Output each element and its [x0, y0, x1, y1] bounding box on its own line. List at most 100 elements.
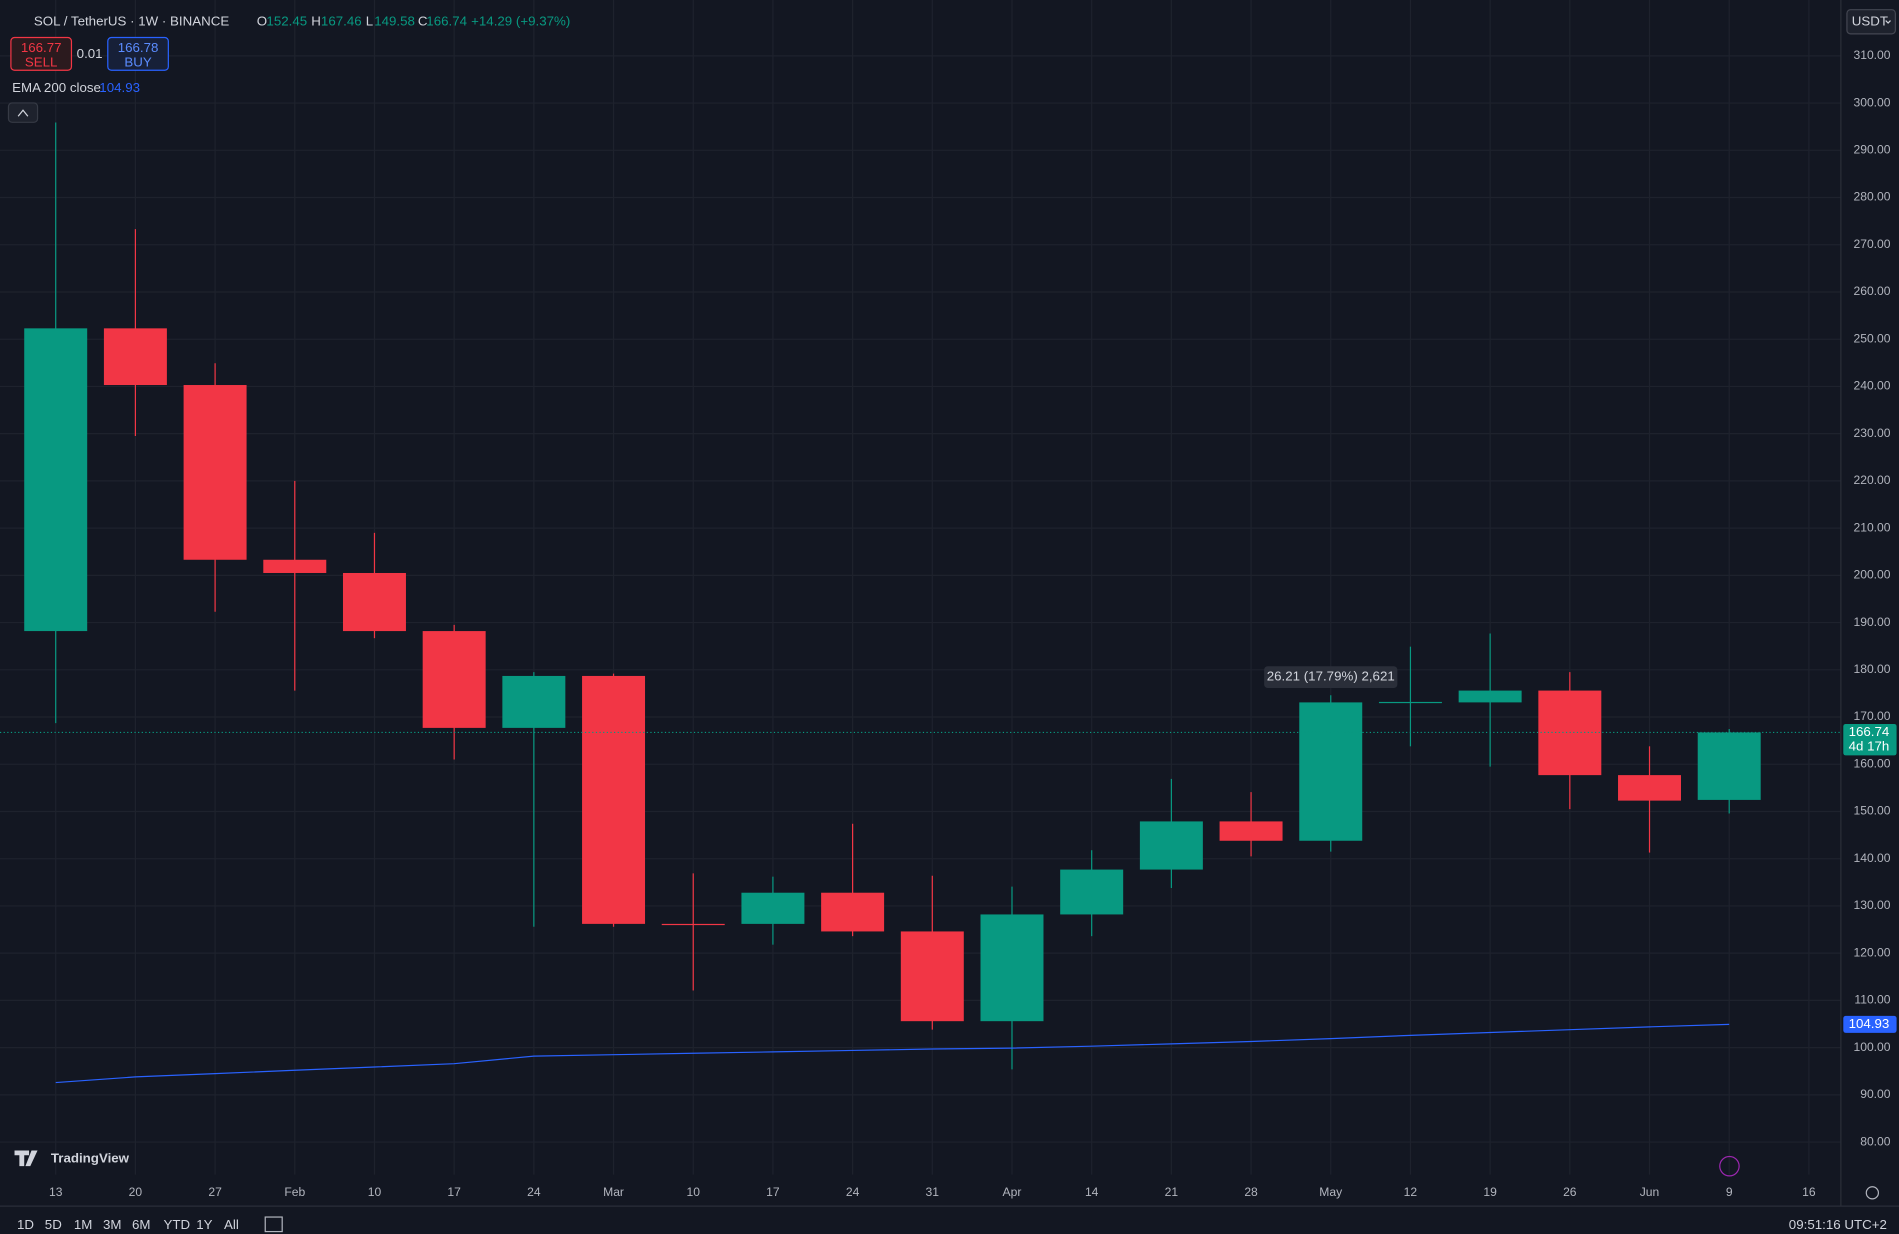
y-tick-label: 130.00 [1853, 898, 1890, 912]
range-button[interactable]: 5D [45, 1217, 62, 1232]
x-tick-label: 10 [686, 1185, 700, 1199]
currency-button[interactable] [1846, 9, 1896, 35]
candle-body [502, 675, 566, 728]
candle-body [1697, 732, 1761, 800]
range-button[interactable]: All [224, 1217, 239, 1232]
range-button[interactable]: 3M [103, 1217, 122, 1232]
range-button[interactable]: 6M [132, 1217, 151, 1232]
y-tick-label: 160.00 [1853, 756, 1890, 770]
x-tick-label: 19 [1483, 1185, 1497, 1199]
ema-line [55, 1023, 1730, 1084]
buy-price: 166.78 [118, 40, 159, 55]
y-tick-label: 140.00 [1853, 851, 1890, 865]
x-tick-label: May [1319, 1185, 1343, 1199]
candle-body [1618, 775, 1682, 801]
x-tick-label: Feb [284, 1185, 305, 1199]
y-tick-label: 220.00 [1853, 473, 1890, 487]
y-tick-label: 260.00 [1853, 284, 1890, 298]
open-value: 152.45 [266, 13, 307, 28]
toolbar: 1D 5D 1M 3M 6M YTD 1Y All [17, 1217, 239, 1232]
buy-button[interactable] [107, 36, 169, 71]
indicator-value: 104.93 [99, 80, 140, 95]
indicator-name: EMA 200 close [12, 80, 101, 95]
y-tick-label: 120.00 [1853, 945, 1890, 959]
spread: 0.01 [77, 46, 103, 61]
candle-body [1299, 702, 1363, 841]
y-tick-label: 310.00 [1853, 48, 1890, 62]
y-tick-label: 240.00 [1853, 379, 1890, 393]
last-price-tag [1843, 723, 1897, 756]
x-tick-label: 12 [1404, 1185, 1418, 1199]
candle-body [24, 328, 88, 632]
y-tick-label: 250.00 [1853, 331, 1890, 345]
candle-body [1060, 869, 1124, 915]
y-tick-label: 80.00 [1860, 1134, 1891, 1148]
sell-button[interactable] [10, 36, 73, 71]
x-tick-label: 20 [129, 1185, 143, 1199]
y-tick-label: 230.00 [1853, 426, 1890, 440]
x-tick-label: 14 [1085, 1185, 1099, 1199]
y-tick-label: 110.00 [1854, 993, 1890, 1007]
logo: TradingView [51, 1150, 130, 1165]
candle-body [1458, 690, 1522, 703]
candle-body [661, 923, 725, 926]
l-key: L [366, 13, 373, 28]
candle-body [980, 914, 1044, 1022]
last-price-label: 166.74 [1849, 724, 1890, 739]
x-tick-label: Apr [1003, 1185, 1022, 1199]
x-tick-label: 10 [368, 1185, 382, 1199]
dropdown-icon [1885, 20, 1891, 24]
h-key: H [311, 13, 321, 28]
y-tick-label: 100.00 [1853, 1040, 1890, 1054]
x-tick-label: 16 [1802, 1185, 1816, 1199]
x-tick-label: 31 [926, 1185, 940, 1199]
y-tick-label: 170.00 [1853, 709, 1890, 723]
range-button[interactable]: 1M [74, 1217, 93, 1232]
x-tick-label: 28 [1244, 1185, 1258, 1199]
range-button[interactable]: YTD [163, 1217, 190, 1232]
collapse-button[interactable] [7, 102, 39, 123]
alert-icon[interactable] [1719, 1155, 1740, 1177]
x-tick-label: Mar [603, 1185, 624, 1199]
tooltip: 26.21 (17.79%) 2,621 [1267, 669, 1395, 684]
buy-label: BUY [124, 54, 151, 69]
currency: USDT [1852, 13, 1888, 28]
range-button[interactable]: 1Y [196, 1217, 212, 1232]
x-tick-label: 17 [447, 1185, 461, 1199]
candle-body [582, 675, 646, 924]
candle-body [183, 385, 247, 560]
candle-body [1378, 701, 1442, 704]
candle-body [422, 631, 486, 728]
collapse-icon [17, 109, 29, 117]
sell-label: SELL [25, 54, 58, 69]
high-value: 167.46 [321, 13, 362, 28]
low-value: 149.58 [374, 13, 415, 28]
y-tick-label: 90.00 [1860, 1087, 1891, 1101]
symbol: SOL / TetherUS · 1W · BINANCE [34, 13, 229, 28]
c-key: C [418, 13, 428, 28]
logo-icon [14, 1150, 38, 1167]
ema-tag [1843, 1015, 1897, 1033]
settings-icon[interactable] [1865, 1186, 1880, 1200]
candle-body [900, 931, 964, 1022]
candle-body [103, 328, 167, 386]
candle-body [1219, 821, 1283, 841]
range-button[interactable]: 1D [17, 1217, 34, 1232]
o-key: O [257, 13, 267, 28]
tooltip-box [1264, 666, 1398, 689]
y-tick-label: 210.00 [1853, 520, 1890, 534]
x-tick-label: 17 [766, 1185, 780, 1199]
x-tick-label: 27 [208, 1185, 222, 1199]
change: +14.29 (+9.37%) [471, 13, 570, 28]
x-tick-label: 21 [1165, 1185, 1179, 1199]
close-value: 166.74 [426, 13, 467, 28]
sell-price: 166.77 [21, 40, 62, 55]
y-tick-label: 200.00 [1853, 568, 1890, 582]
candle-body [1139, 821, 1203, 870]
x-tick-label: Jun [1640, 1185, 1660, 1199]
candle-body [821, 892, 885, 932]
calendar-icon[interactable] [264, 1216, 283, 1233]
